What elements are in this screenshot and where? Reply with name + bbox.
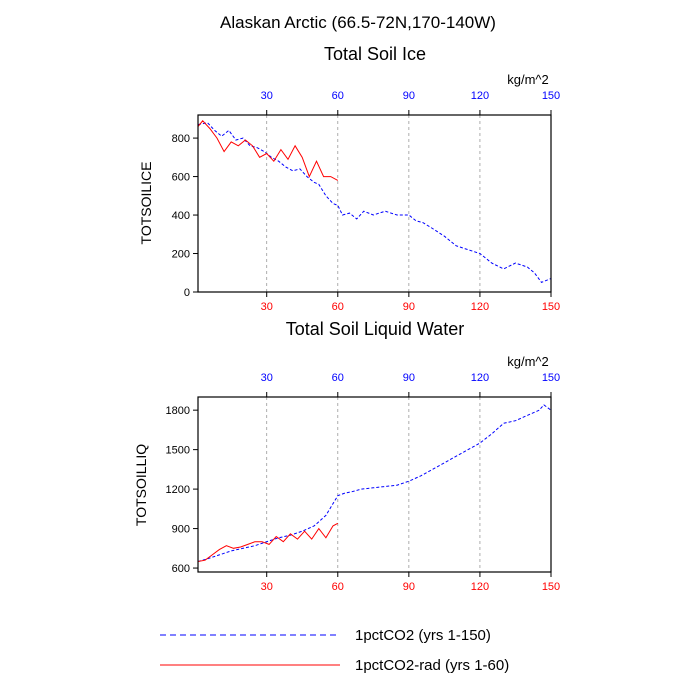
x-tick-label-top: 60 [332, 372, 344, 384]
y-tick-label: 1800 [166, 405, 190, 417]
x-tick-label-bottom: 150 [542, 581, 560, 593]
panel-title: Total Soil Liquid Water [286, 319, 464, 339]
legend: 1pctCO2 (yrs 1-150) 1pctCO2-rad (yrs 1-6… [160, 627, 509, 674]
x-tick-label-bottom: 30 [261, 581, 273, 593]
x-tick-label-top: 150 [542, 90, 560, 102]
x-tick-label-bottom: 90 [403, 581, 415, 593]
series-line-1pctco2-rad-yrs-1-60- [197, 522, 339, 562]
legend-label-1pctco2-rad: 1pctCO2-rad (yrs 1-60) [355, 657, 509, 674]
y-tick-label: 400 [172, 210, 190, 222]
panel-total-soil-liquid-water: Total Soil Liquid Water kg/m^2 TOTSOILLI… [133, 319, 560, 593]
x-tick-label-bottom: 60 [332, 581, 344, 593]
units-label: kg/m^2 [507, 72, 549, 87]
x-tick-label-top: 60 [332, 90, 344, 102]
x-tick-label-top: 90 [403, 90, 415, 102]
x-tick-label-top: 120 [471, 372, 489, 384]
x-tick-label-bottom: 30 [261, 301, 273, 313]
series-line-1pctco2-yrs-1-150- [197, 404, 552, 562]
x-tick-label-top: 120 [471, 90, 489, 102]
series-line-1pctco2-yrs-1-150- [197, 122, 552, 284]
x-tick-label-top: 30 [261, 90, 273, 102]
y-axis-label: TOTSOILLIQ [133, 444, 149, 526]
y-tick-label: 900 [172, 524, 190, 536]
panel-title: Total Soil Ice [324, 44, 426, 64]
plot-frame [197, 396, 552, 573]
y-axis-label: TOTSOILICE [138, 162, 154, 245]
x-tick-label-bottom: 90 [403, 301, 415, 313]
x-tick-label-top: 150 [542, 372, 560, 384]
x-tick-label-bottom: 60 [332, 301, 344, 313]
x-tick-label-top: 90 [403, 372, 415, 384]
plot-frame [197, 114, 552, 293]
x-tick-label-top: 30 [261, 372, 273, 384]
units-label: kg/m^2 [507, 354, 549, 369]
x-tick-label-bottom: 150 [542, 301, 560, 313]
y-tick-label: 800 [172, 133, 190, 145]
panel-total-soil-ice: Total Soil Ice kg/m^2 TOTSOILICE 0 200 400… [138, 44, 560, 313]
y-tick-label: 1200 [166, 484, 190, 496]
x-tick-label-bottom: 120 [471, 301, 489, 313]
legend-label-1pctco2: 1pctCO2 (yrs 1-150) [355, 627, 491, 644]
y-tick-label: 600 [172, 563, 190, 575]
x-tick-label-bottom: 120 [471, 581, 489, 593]
y-tick-label: 200 [172, 249, 190, 261]
series-line-1pctco2-rad-yrs-1-60- [197, 120, 339, 181]
y-tick-label: 600 [172, 172, 190, 184]
y-tick-label: 1500 [166, 445, 190, 457]
y-tick-label: 0 [184, 287, 190, 299]
figure-title: Alaskan Arctic (66.5-72N,170-140W) [220, 13, 496, 32]
